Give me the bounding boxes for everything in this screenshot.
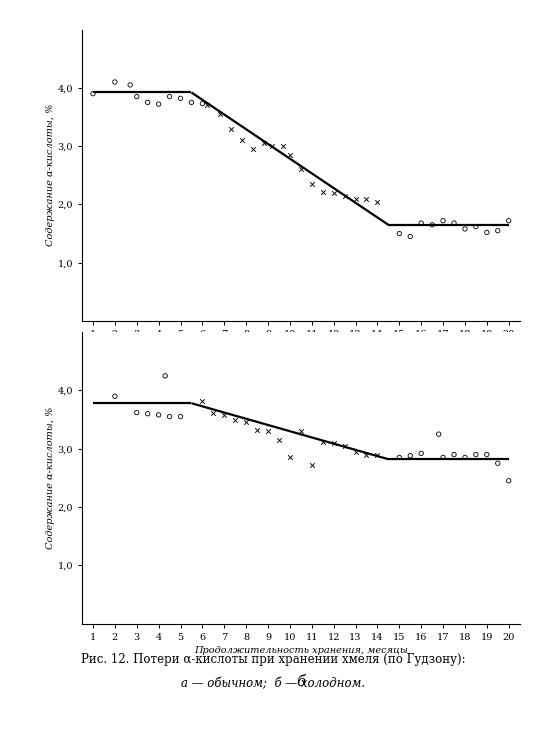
- Y-axis label: Содержание α-кислоты, %: Содержание α-кислоты, %: [46, 104, 55, 246]
- Text: а — обычном;  б — холодном.: а — обычном; б — холодном.: [182, 677, 365, 691]
- Point: [329, 187, 338, 199]
- Point: [340, 440, 349, 452]
- Point: [231, 413, 240, 425]
- Point: [176, 411, 185, 423]
- Point: [307, 459, 316, 471]
- Point: [428, 219, 437, 231]
- Point: [434, 428, 443, 440]
- Point: [132, 91, 141, 103]
- Point: [89, 88, 97, 100]
- Point: [329, 437, 338, 449]
- Point: [176, 92, 185, 104]
- Point: [110, 76, 119, 88]
- Point: [351, 446, 360, 458]
- Point: [202, 100, 211, 111]
- Point: [417, 217, 426, 229]
- Point: [417, 447, 426, 459]
- Point: [351, 193, 360, 204]
- Point: [126, 79, 135, 91]
- Point: [275, 434, 283, 446]
- Point: [161, 370, 170, 382]
- Point: [318, 186, 327, 198]
- Point: [216, 108, 224, 120]
- Point: [248, 143, 257, 155]
- Point: [209, 407, 218, 418]
- Point: [110, 390, 119, 402]
- Point: [242, 416, 251, 428]
- Point: [406, 230, 415, 242]
- Point: [461, 223, 469, 235]
- Point: [143, 408, 152, 420]
- Y-axis label: Содержание α-кислоты, %: Содержание α-кислоты, %: [46, 407, 55, 549]
- Point: [461, 452, 469, 463]
- Point: [482, 449, 491, 461]
- Point: [340, 190, 349, 201]
- Point: [198, 395, 207, 407]
- Point: [268, 140, 277, 152]
- Point: [264, 425, 272, 437]
- Point: [439, 215, 447, 227]
- Point: [373, 449, 382, 461]
- Point: [472, 221, 480, 232]
- Point: [279, 140, 288, 152]
- Point: [450, 217, 458, 229]
- Text: Рис. 12. Потери α-кислоты при хранении хмеля (по Гудзону):: Рис. 12. Потери α-кислоты при хранении х…: [81, 653, 466, 666]
- Point: [504, 475, 513, 486]
- Point: [362, 193, 371, 204]
- Point: [259, 137, 268, 149]
- Point: [220, 409, 229, 421]
- Point: [187, 97, 196, 108]
- Point: [406, 449, 415, 461]
- Point: [296, 164, 305, 176]
- Point: [362, 449, 371, 461]
- Point: [318, 436, 327, 448]
- Point: [198, 97, 207, 109]
- Point: [450, 449, 458, 461]
- Point: [165, 411, 174, 423]
- Point: [237, 134, 246, 146]
- Point: [165, 91, 174, 103]
- Text: а: а: [296, 372, 305, 386]
- Point: [504, 215, 513, 227]
- Point: [395, 452, 404, 463]
- Point: [395, 227, 404, 239]
- X-axis label: Продолжительность хранения, месяцы: Продолжительность хранения, месяцы: [194, 646, 408, 655]
- Point: [373, 196, 382, 207]
- Point: [226, 123, 235, 134]
- Point: [472, 449, 480, 461]
- X-axis label: Продолжительность хранения, месяцев: Продолжительность хранения, месяцев: [192, 343, 410, 352]
- Point: [439, 452, 447, 463]
- Point: [482, 227, 491, 238]
- Point: [493, 225, 502, 237]
- Point: [253, 424, 261, 436]
- Point: [286, 149, 294, 161]
- Point: [143, 97, 152, 108]
- Point: [286, 452, 294, 463]
- Point: [493, 458, 502, 469]
- Point: [154, 409, 163, 421]
- Point: [132, 407, 141, 418]
- Point: [307, 178, 316, 190]
- Text: б: б: [296, 675, 305, 689]
- Point: [154, 98, 163, 110]
- Point: [296, 425, 305, 437]
